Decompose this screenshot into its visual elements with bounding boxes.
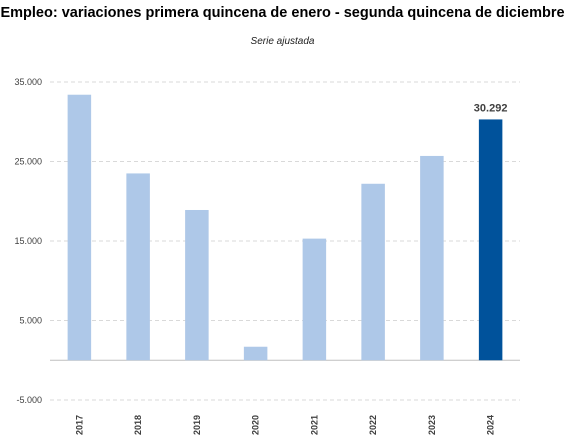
x-axis-tick-labels: 2017 2018 2019 2020 2021 2022 2023 2024 [74,415,495,435]
gridlines [50,81,520,401]
bar-2022 [361,183,385,361]
bar-2018 [126,173,150,361]
bar-2017 [67,94,92,361]
bar-2024 [478,119,503,361]
x-tick-label: 2017 [74,415,84,435]
bar-2021 [302,238,327,361]
chart-subtitle: Serie ajustada [250,36,315,47]
bar-2020 [243,346,268,361]
y-tick-label: 25.000 [14,157,42,167]
bar-2023 [420,155,444,361]
x-tick-label: 2018 [133,415,143,435]
data-labels: 30.292 [474,102,508,114]
y-tick-label: -5.000 [16,395,42,405]
x-tick-label: 2021 [309,415,319,435]
data-label: 30.292 [474,102,508,114]
chart-title: Empleo: variaciones primera quincena de … [0,5,565,21]
x-tick-label: 2024 [486,415,496,435]
x-tick-label: 2020 [251,415,261,435]
y-tick-label: 5.000 [19,316,42,326]
x-tick-label: 2022 [368,415,378,435]
y-tick-label: 35.000 [14,77,42,87]
y-tick-label: 15.000 [14,236,42,246]
bars [67,94,503,361]
x-tick-label: 2019 [192,415,202,435]
x-tick-label: 2023 [427,415,437,435]
y-axis-tick-labels: 35.000 25.000 15.000 5.000 -5.000 [14,77,42,405]
bar-2019 [185,209,209,361]
